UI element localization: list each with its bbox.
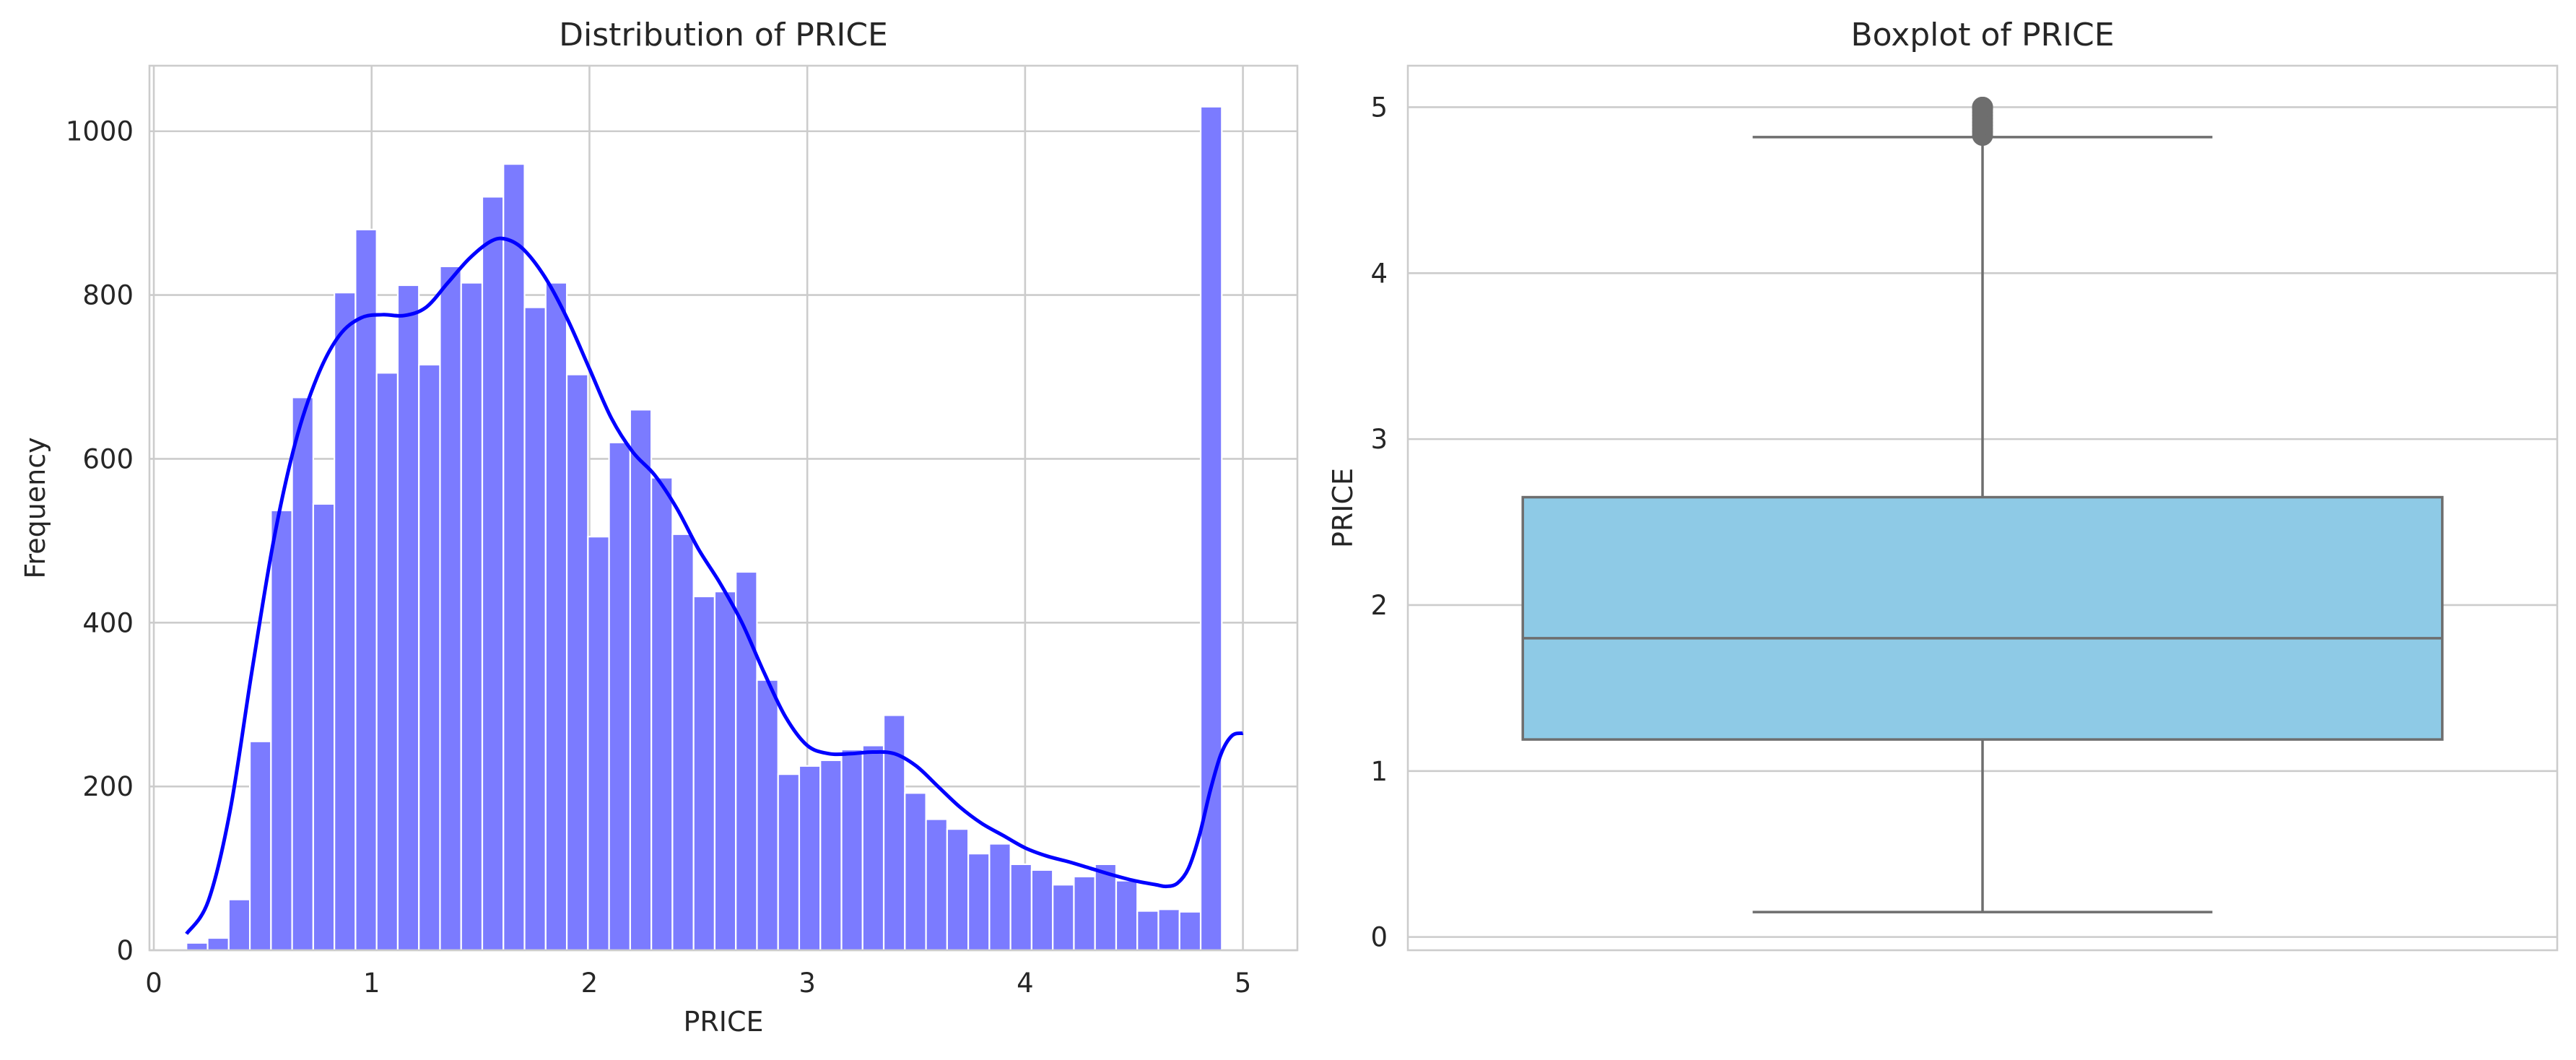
x-tick-label: 5: [1235, 968, 1252, 999]
histogram-bar: [650, 477, 674, 952]
histogram-bar: [1052, 884, 1075, 952]
outlier-point: [1972, 96, 1993, 118]
histogram-bar: [1073, 875, 1096, 952]
y-tick-label: 3: [1370, 424, 1388, 455]
y-tick-label: 200: [82, 771, 134, 802]
histogram-bars: [186, 105, 1223, 952]
boxplot-y-axis-label: PRICE: [1327, 468, 1359, 548]
histogram-y-axis-label: Frequency: [19, 437, 51, 578]
y-tick-label: 4: [1370, 258, 1388, 289]
outlier-points: [1972, 96, 1993, 147]
boxplot-plot-frame: [1406, 64, 2559, 952]
histogram-bar: [312, 503, 336, 952]
x-tick-label: 2: [581, 968, 599, 999]
histogram-bar: [713, 591, 737, 952]
histogram-bar: [904, 792, 927, 952]
histogram-bar: [988, 843, 1011, 952]
y-tick-label: 1: [1370, 756, 1388, 787]
histogram-bar: [418, 363, 441, 952]
histogram-bar: [798, 765, 822, 952]
boxplot-title: Boxplot of PRICE: [1850, 17, 2114, 53]
histogram-bar: [692, 595, 716, 952]
histogram-bar: [671, 533, 695, 952]
histogram-bar: [608, 441, 631, 952]
histogram-bar: [1030, 869, 1054, 952]
x-tick-label: 1: [363, 968, 380, 999]
histogram-bar: [248, 740, 272, 952]
histogram-bar: [481, 196, 505, 952]
y-tick-label: 2: [1370, 590, 1388, 621]
histogram-bar: [1009, 863, 1033, 952]
histogram-bar: [1178, 911, 1202, 952]
histogram-bar: [544, 282, 568, 952]
histogram-title: Distribution of PRICE: [559, 17, 888, 53]
histogram-bar: [523, 306, 547, 952]
histogram-bar: [502, 163, 526, 952]
x-tick-label: 4: [1017, 968, 1034, 999]
histogram-x-axis-label: PRICE: [683, 1006, 763, 1038]
histogram-bar: [840, 749, 863, 952]
histogram-bar: [1115, 879, 1139, 952]
histogram-bar: [629, 409, 653, 952]
histogram-bar: [861, 744, 885, 952]
histogram-bar: [1157, 908, 1180, 952]
histogram-bar: [227, 898, 251, 952]
kde-curve: [185, 236, 1244, 935]
y-tick-label: 400: [82, 607, 134, 638]
histogram-bar: [1136, 910, 1159, 952]
histogram-chart: 0 1 2 3 4 5 0 200 400 600 800 1000 Distribution of…: [19, 17, 1299, 1038]
histogram-bar: [946, 828, 970, 952]
histogram-bar: [334, 292, 357, 952]
histogram-bar: [291, 396, 314, 952]
histogram-bar: [354, 228, 378, 952]
x-tick-label: 0: [145, 968, 162, 999]
histogram-bar: [882, 714, 906, 952]
y-tick-label: 0: [1370, 922, 1388, 953]
histogram-bar: [460, 282, 484, 952]
histogram-bar: [270, 509, 293, 952]
histogram-x-tick-labels: 0 1 2 3 4 5: [145, 968, 1251, 999]
histogram-bar: [925, 818, 948, 952]
histogram-bar: [565, 373, 589, 952]
x-tick-label: 3: [799, 968, 816, 999]
histogram-bar: [206, 937, 230, 952]
histogram-bar: [186, 942, 209, 952]
histogram-bar: [375, 372, 399, 952]
y-tick-label: 800: [82, 280, 134, 311]
histogram-bar: [439, 265, 462, 952]
histogram-plot-frame: [148, 64, 1299, 952]
y-tick-label: 1000: [66, 116, 134, 147]
histogram-bar: [819, 759, 843, 952]
histogram-bar: [396, 284, 420, 952]
boxplot-y-tick-labels: 0 1 2 3 4 5: [1370, 92, 1388, 952]
histogram-bar: [1094, 863, 1118, 952]
interquartile-box: [1521, 495, 2444, 741]
y-tick-label: 0: [116, 935, 134, 966]
y-tick-label: 5: [1370, 92, 1388, 123]
histogram-y-tick-labels: 0 200 400 600 800 1000: [66, 116, 134, 966]
histogram-bar: [777, 773, 801, 952]
histogram-bar: [756, 679, 779, 952]
boxplot-chart: 0 1 2 3 4 5 Boxplot of PRICE PRICE: [1327, 17, 2559, 953]
histogram-bar: [587, 536, 610, 952]
histogram-bar: [967, 853, 991, 952]
y-tick-label: 600: [82, 443, 134, 474]
